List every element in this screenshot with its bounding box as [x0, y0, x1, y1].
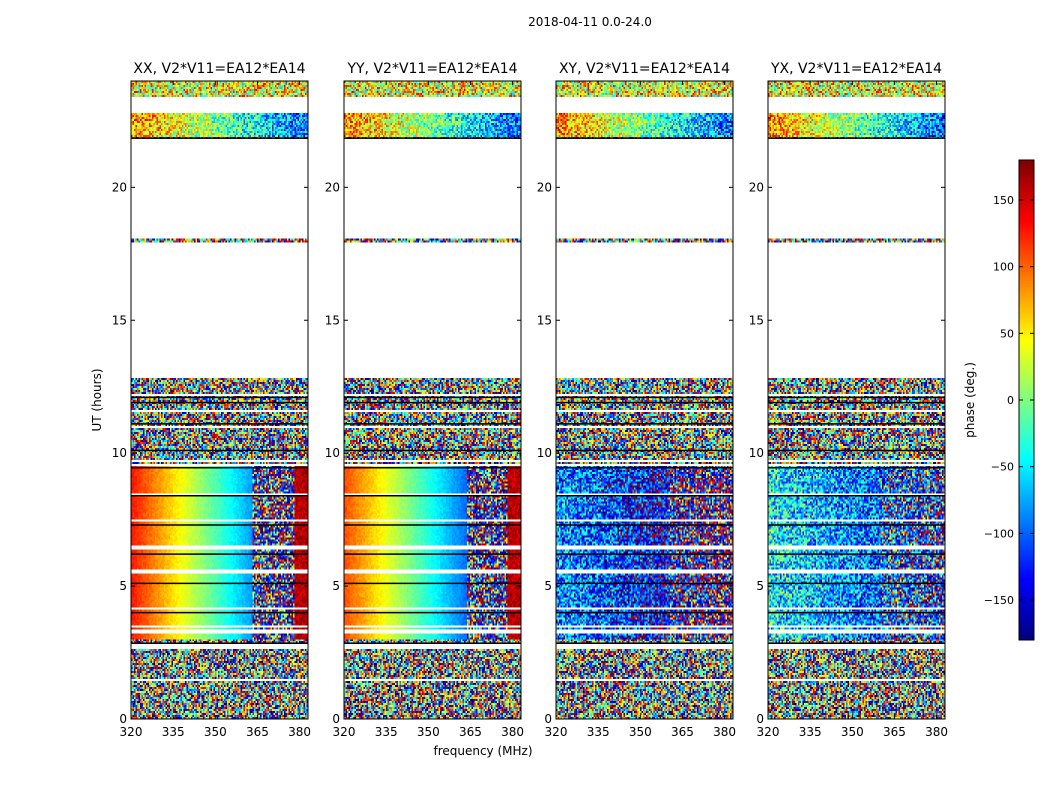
x-tick-label: 380 — [925, 725, 948, 739]
panel-frame — [343, 80, 522, 720]
colorbar-tick-label: 0 — [1007, 394, 1014, 407]
x-tick-label: 365 — [883, 725, 906, 739]
x-tick-label: 335 — [375, 725, 398, 739]
y-tick-label: 15 — [537, 313, 552, 327]
x-tick-label: 365 — [459, 725, 482, 739]
panel-frame — [130, 80, 309, 720]
x-tick-label: 320 — [120, 725, 143, 739]
x-tick-label: 350 — [629, 725, 652, 739]
x-tick-label: 335 — [587, 725, 610, 739]
panel-title-yx: YX, V2*V11=EA12*EA14 — [770, 61, 942, 77]
colorbar-tick-label: −50 — [991, 461, 1014, 474]
colorbar-tick-label: −100 — [984, 527, 1014, 540]
panel-title-yy: YY, V2*V11=EA12*EA14 — [346, 61, 517, 77]
figure-suptitle: 2018-04-11 0.0-24.0 — [528, 15, 652, 29]
y-tick-label: 15 — [325, 313, 340, 327]
x-tick-label: 320 — [333, 725, 356, 739]
x-tick-label: 380 — [501, 725, 524, 739]
x-tick-label: 335 — [799, 725, 822, 739]
heatmap-image — [131, 81, 308, 719]
heatmap-image — [344, 81, 521, 719]
y-tick-label: 5 — [756, 579, 764, 593]
y-tick-label: 0 — [756, 712, 764, 726]
y-tick-label: 10 — [749, 446, 764, 460]
x-tick-label: 365 — [246, 725, 269, 739]
colorbar-gradient — [1019, 160, 1034, 640]
colorbar: 150 100 50 0 −50 −100 −150 — [984, 159, 1035, 641]
panel-xy: XY, V2*V11=EA12*EA14 320 335 350 365 380 0 5 10 1… — [537, 61, 736, 739]
y-tick-label: 5 — [544, 579, 552, 593]
y-tick-label: 5 — [332, 579, 340, 593]
y-tick-label: 20 — [112, 180, 127, 194]
x-axis-label: frequency (MHz) — [433, 744, 532, 758]
heatmap-image — [768, 81, 945, 719]
colorbar-tick-label: 150 — [993, 194, 1014, 207]
colorbar-tick-label: 100 — [993, 261, 1014, 274]
x-tick-label: 380 — [713, 725, 736, 739]
heatmap-image — [556, 81, 733, 719]
y-tick-label: 20 — [325, 180, 340, 194]
colorbar-tick-label: −150 — [984, 594, 1014, 607]
panel-title-xy: XY, V2*V11=EA12*EA14 — [559, 61, 730, 77]
x-tick-label: 320 — [757, 725, 780, 739]
y-axis-label: UT (hours) — [90, 368, 104, 431]
y-tick-label: 15 — [112, 313, 127, 327]
x-tick-label: 365 — [671, 725, 694, 739]
y-tick-label: 10 — [537, 446, 552, 460]
y-tick-label: 15 — [749, 313, 764, 327]
y-tick-label: 20 — [749, 180, 764, 194]
x-tick-label: 335 — [162, 725, 185, 739]
panel-title-xx: XX, V2*V11=EA12*EA14 — [133, 61, 305, 77]
y-tick-label: 0 — [544, 712, 552, 726]
x-tick-label: 350 — [204, 725, 227, 739]
colorbar-label: phase (deg.) — [963, 362, 977, 438]
panel-frame — [767, 80, 946, 720]
y-tick-label: 10 — [325, 446, 340, 460]
x-tick-label: 350 — [417, 725, 440, 739]
y-tick-label: 0 — [119, 712, 127, 726]
y-tick-label: 5 — [119, 579, 127, 593]
panels-group: XX, V2*V11=EA12*EA14 320 335 350 365 380 0 5 10 1… — [112, 61, 948, 739]
panel-yx: YX, V2*V11=EA12*EA14 320 335 350 365 380 0 5 10 1… — [749, 61, 948, 739]
panel-yy: YY, V2*V11=EA12*EA14 320 335 350 365 380 0 5 10 1… — [325, 61, 524, 739]
y-tick-label: 10 — [112, 446, 127, 460]
panel-frame — [555, 80, 734, 720]
x-tick-label: 320 — [545, 725, 568, 739]
colorbar-tick-label: 50 — [1000, 327, 1014, 340]
y-tick-label: 20 — [537, 180, 552, 194]
x-tick-label: 350 — [841, 725, 864, 739]
panel-xx: XX, V2*V11=EA12*EA14 320 335 350 365 380 0 5 10 1… — [112, 61, 311, 739]
y-tick-label: 0 — [332, 712, 340, 726]
x-tick-label: 380 — [288, 725, 311, 739]
